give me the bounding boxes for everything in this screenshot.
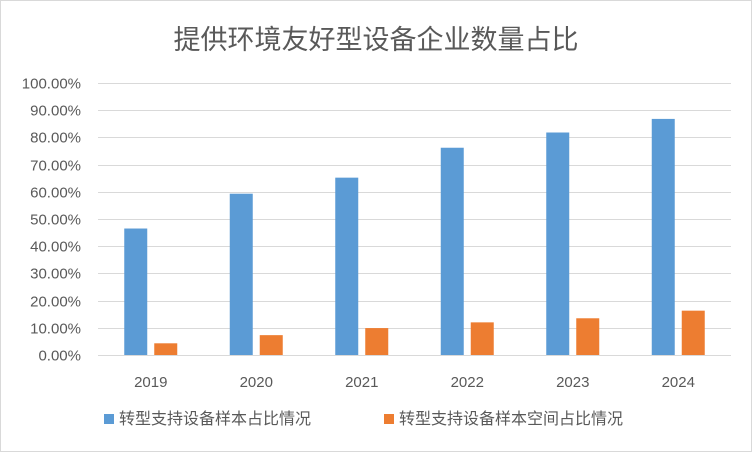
chart-title: 提供环境友好型设备企业数量占比 bbox=[174, 25, 579, 56]
y-tick-label: 90.00% bbox=[30, 103, 81, 120]
y-tick-label: 0.00% bbox=[38, 348, 81, 365]
x-axis-tick-labels: 2019 2020 2021 2022 2023 2024 bbox=[134, 374, 695, 391]
bar-space-share-2022 bbox=[470, 322, 494, 355]
legend-label: 转型支持设备样本占比情况 bbox=[119, 409, 311, 428]
bar-space-share-2020 bbox=[259, 335, 283, 355]
x-tick-label: 2022 bbox=[451, 374, 484, 391]
bar-space-share-2024 bbox=[681, 310, 705, 355]
legend: 转型支持设备样本占比情况 转型支持设备样本空间占比情况 bbox=[104, 409, 623, 428]
bar-space-share-2023 bbox=[576, 318, 600, 355]
x-tick-label: 2019 bbox=[134, 374, 167, 391]
bar-sample-share-2020 bbox=[229, 193, 253, 355]
y-tick-label: 80.00% bbox=[30, 130, 81, 147]
y-tick-label: 40.00% bbox=[30, 239, 81, 256]
y-axis-tick-labels: 0.00% 10.00% 20.00% 30.00% 40.00% 50.00% 60.00… bbox=[22, 76, 81, 365]
bar-sample-share-2021 bbox=[335, 177, 359, 355]
bars bbox=[124, 118, 705, 356]
y-tick-label: 70.00% bbox=[30, 158, 81, 175]
bar-space-share-2021 bbox=[365, 328, 389, 355]
bar-sample-share-2024 bbox=[651, 118, 675, 356]
legend-swatch bbox=[104, 414, 114, 424]
y-tick-label: 100.00% bbox=[22, 76, 81, 93]
legend-swatch bbox=[384, 414, 394, 424]
bar-space-share-2019 bbox=[154, 343, 178, 355]
gridlines bbox=[98, 83, 731, 356]
bar-sample-share-2022 bbox=[440, 147, 464, 355]
y-tick-label: 50.00% bbox=[30, 212, 81, 229]
y-tick-label: 30.00% bbox=[30, 266, 81, 283]
x-tick-label: 2021 bbox=[345, 374, 378, 391]
x-tick-label: 2024 bbox=[662, 374, 695, 391]
legend-label: 转型支持设备样本空间占比情况 bbox=[399, 409, 623, 428]
x-tick-label: 2020 bbox=[240, 374, 273, 391]
x-tick-label: 2023 bbox=[556, 374, 589, 391]
y-tick-label: 20.00% bbox=[30, 294, 81, 311]
y-tick-label: 60.00% bbox=[30, 185, 81, 202]
bar-sample-share-2023 bbox=[546, 132, 570, 355]
y-tick-label: 10.00% bbox=[30, 321, 81, 338]
bar-sample-share-2019 bbox=[124, 228, 148, 355]
